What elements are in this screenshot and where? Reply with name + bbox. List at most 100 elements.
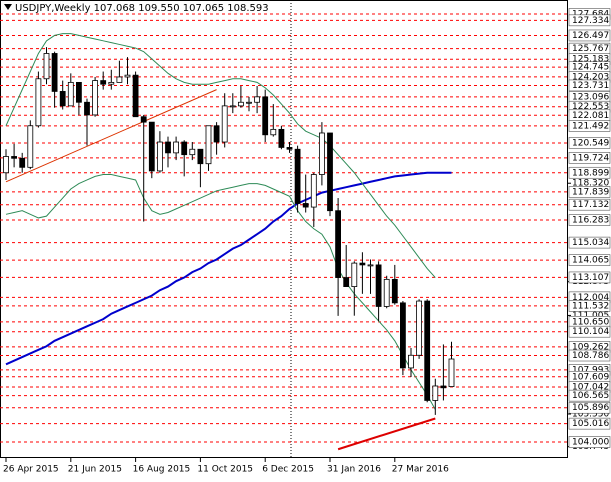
candle-body bbox=[173, 141, 180, 154]
candle-body bbox=[132, 74, 139, 118]
level-label-box bbox=[568, 300, 611, 312]
candle-body bbox=[19, 157, 26, 168]
candle-body bbox=[35, 78, 42, 127]
level-label-box bbox=[568, 417, 611, 430]
level-label: 107.993 bbox=[572, 365, 609, 375]
x-tick-label: 31 Jan 2016 bbox=[327, 465, 381, 475]
candle-body bbox=[383, 278, 390, 307]
level-label-box bbox=[568, 271, 611, 284]
candle-body bbox=[246, 101, 252, 104]
level-label-box bbox=[568, 254, 611, 266]
chart-title: USDJPY,Weekly 107.068 109.550 107.065 10… bbox=[15, 3, 269, 14]
level-label-box bbox=[568, 349, 611, 362]
level-label-box bbox=[568, 198, 611, 211]
plot-frame bbox=[0, 0, 568, 458]
x-tick-label: 27 Mar 2016 bbox=[392, 465, 449, 475]
candle-body bbox=[375, 264, 382, 307]
level-label: 111.532 bbox=[572, 301, 609, 311]
candle-body bbox=[197, 148, 204, 165]
candle-body bbox=[351, 262, 358, 287]
candle-body bbox=[116, 76, 123, 83]
x-tick-label: 11 Oct 2015 bbox=[197, 465, 253, 475]
candle-body bbox=[165, 141, 171, 154]
level-label-box bbox=[568, 236, 611, 249]
level-label-box bbox=[568, 166, 611, 179]
level-label: 108.786 bbox=[572, 351, 609, 361]
candle-body bbox=[278, 128, 285, 148]
candle-body bbox=[156, 141, 163, 172]
candle-body bbox=[310, 174, 317, 208]
candle-body bbox=[286, 147, 293, 150]
level-label-box bbox=[568, 152, 611, 164]
level-label-box bbox=[568, 325, 611, 338]
level-label: 117.839 bbox=[572, 187, 609, 197]
level-label-box bbox=[568, 186, 611, 198]
candle-body bbox=[205, 125, 212, 165]
level-label: 105.016 bbox=[572, 419, 609, 429]
candle-body bbox=[399, 302, 406, 369]
level-label: 124.745 bbox=[572, 63, 609, 73]
candle-body bbox=[424, 300, 431, 401]
indicator-line bbox=[5, 33, 436, 278]
level-label: 125.183 bbox=[572, 55, 609, 65]
candle-body bbox=[92, 80, 98, 116]
candle-body bbox=[367, 264, 374, 267]
level-label: 110.650 bbox=[572, 317, 609, 327]
candle-body bbox=[84, 101, 90, 116]
indicator-line bbox=[5, 89, 217, 183]
x-tick-label: 6 Dec 2015 bbox=[262, 465, 314, 475]
level-label: 105.896 bbox=[572, 403, 609, 413]
x-tick-label: 21 Jun 2015 bbox=[68, 465, 122, 475]
candle-body bbox=[3, 156, 9, 174]
candle-body bbox=[335, 210, 342, 278]
candle-body bbox=[76, 81, 82, 103]
candle-body bbox=[391, 278, 398, 304]
level-label-box bbox=[568, 214, 611, 226]
candle-body bbox=[359, 262, 366, 266]
level-label: 118.899 bbox=[572, 168, 609, 178]
level-label-box bbox=[568, 29, 611, 42]
candle-body bbox=[148, 121, 155, 172]
candle-body bbox=[432, 385, 439, 401]
level-label-box bbox=[568, 389, 611, 402]
candle-body bbox=[237, 101, 244, 107]
level-label: 106.565 bbox=[572, 391, 609, 401]
level-label: 116.283 bbox=[572, 216, 609, 226]
level-label: 127.334 bbox=[572, 16, 609, 26]
level-label: 109.262 bbox=[572, 342, 609, 352]
level-label: 119.724 bbox=[572, 153, 609, 163]
candle-body bbox=[181, 141, 188, 156]
level-label: 125.767 bbox=[572, 44, 609, 54]
candle-body bbox=[440, 385, 447, 389]
candle-body bbox=[67, 81, 74, 107]
candle-body bbox=[51, 53, 58, 92]
candle-body bbox=[254, 96, 261, 103]
level-label-box bbox=[568, 14, 611, 27]
level-label-box bbox=[568, 436, 611, 448]
level-label-box bbox=[568, 79, 611, 92]
level-label: 123.731 bbox=[572, 81, 609, 91]
y-tick-label: 105.550 bbox=[572, 409, 609, 419]
candle-body bbox=[270, 128, 277, 136]
candle-body bbox=[11, 156, 18, 159]
level-label: 104.000 bbox=[572, 438, 609, 448]
level-label: 121.492 bbox=[572, 121, 609, 131]
candle-body bbox=[302, 203, 309, 208]
candle-body bbox=[416, 300, 423, 356]
candle-body bbox=[221, 105, 228, 143]
level-label: 112.004 bbox=[572, 293, 609, 303]
level-label: 123.096 bbox=[572, 92, 609, 102]
candle-body bbox=[213, 125, 220, 143]
candle-body bbox=[189, 148, 196, 156]
level-label-box bbox=[568, 137, 611, 149]
level-label: 122.081 bbox=[572, 111, 609, 121]
level-label: 117.132 bbox=[572, 200, 609, 210]
candle-body bbox=[108, 81, 115, 85]
indicator-line bbox=[5, 174, 436, 410]
candle-body bbox=[408, 354, 414, 369]
candle-body bbox=[343, 277, 350, 287]
candle-body bbox=[27, 125, 34, 168]
indicator-line bbox=[5, 171, 452, 366]
candle-body bbox=[59, 91, 66, 107]
